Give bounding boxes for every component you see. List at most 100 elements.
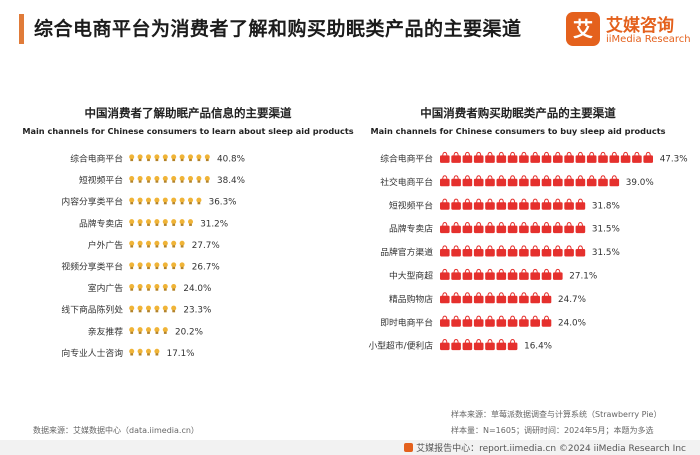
shopping-bag-icon-body — [519, 319, 529, 327]
shopping-bag-icon-body — [586, 178, 597, 187]
shopping-bag-icon-handle — [442, 151, 448, 157]
lightbulb-icon-base — [189, 180, 192, 183]
lightbulb-icon — [145, 262, 152, 270]
shopping-bag-icon-handle — [487, 292, 493, 297]
shopping-bag-icon — [462, 151, 473, 163]
shopping-bag-icon-handle — [442, 339, 448, 344]
shopping-bag-icon-body — [564, 225, 574, 234]
bar-row: 精品购物店 24.7% — [389, 292, 586, 305]
shopping-bag-icon-handle — [611, 151, 617, 157]
lightbulb-icon-glass — [171, 305, 177, 311]
shopping-bag-icon-handle — [464, 175, 471, 180]
shopping-bag-icon-body — [507, 319, 518, 327]
shopping-bag-icon-handle — [498, 222, 504, 227]
lightbulb-icon-glass — [137, 154, 143, 160]
lightbulb-icon — [137, 283, 143, 291]
lightbulb-icon-base — [138, 331, 142, 334]
bar — [129, 283, 177, 291]
bar-row: 短视频平台 38.4% — [79, 174, 245, 186]
shopping-bag-icon-handle — [521, 222, 527, 227]
shopping-bag-icon — [541, 198, 552, 210]
shopping-bag-icon-handle — [566, 245, 572, 251]
shopping-bag-icon-handle — [476, 268, 482, 274]
shopping-bag-icon-body — [564, 178, 574, 187]
sample-source-note: 样本来源：草莓派数据调查与计算系统（Strawberry Pie） — [451, 410, 662, 419]
lightbulb-icon-base — [155, 202, 159, 205]
shopping-bag-icon-handle — [589, 151, 595, 157]
shopping-bag-icon — [451, 268, 461, 280]
lightbulb-icon — [129, 348, 135, 356]
shopping-bag-icon-handle — [600, 175, 606, 180]
shopping-bag-icon-body — [451, 249, 461, 257]
shopping-bag-icon-handle — [442, 222, 448, 227]
lightbulb-icon-glass — [162, 283, 168, 290]
shopping-bag-icon-body — [440, 225, 450, 234]
value-label: 24.7% — [558, 295, 586, 305]
shopping-bag-icon-handle — [487, 339, 493, 344]
shopping-bag-icon-handle — [543, 151, 550, 157]
lightbulb-icon-glass — [187, 175, 194, 182]
lightbulb-icon-base — [130, 331, 134, 334]
lightbulb-icon — [154, 219, 160, 226]
lightbulb-icon-glass — [129, 219, 135, 225]
lightbulb-icon — [137, 262, 143, 270]
lightbulb-icon — [129, 197, 135, 205]
shopping-bag-icon-body — [473, 225, 484, 234]
lightbulb-icon-base — [130, 180, 134, 183]
shopping-bag-icon — [485, 151, 495, 163]
shopping-bag-icon-handle — [543, 245, 550, 251]
shopping-bag-icon-handle — [487, 175, 493, 180]
shopping-bag-icon-body — [530, 178, 540, 187]
lightbulb-icon-base — [147, 331, 150, 334]
shopping-bag-icon — [507, 268, 518, 280]
lightbulb-icon — [129, 305, 135, 313]
shopping-bag-icon — [496, 339, 507, 351]
lightbulb-icon — [162, 197, 168, 205]
lightbulb-icon-glass — [129, 240, 135, 246]
shopping-bag-icon-body — [473, 178, 484, 187]
shopping-bag-icon — [485, 245, 495, 257]
shopping-bag-icon-body — [564, 155, 574, 163]
shopping-bag-icon-body — [507, 155, 518, 163]
lightbulb-icon-base — [172, 180, 176, 183]
shopping-bag-icon — [519, 245, 529, 257]
value-label: 17.1% — [167, 349, 195, 359]
lightbulb-icon-glass — [187, 219, 194, 225]
shopping-bag-icon-body — [451, 155, 461, 163]
lightbulb-icon — [187, 197, 194, 205]
shopping-bag-icon — [541, 315, 552, 327]
shopping-bag-icon-handle — [532, 315, 538, 321]
shopping-bag-icon-handle — [453, 245, 459, 251]
category-label: 亲友推荐 — [88, 325, 123, 337]
lightbulb-icon-base — [163, 180, 167, 183]
bar — [440, 245, 586, 257]
lightbulb-icon-glass — [162, 262, 168, 268]
shopping-bag-icon-body — [598, 178, 608, 187]
shopping-bag-icon-body — [575, 178, 586, 187]
shopping-bag-icon-body — [485, 202, 495, 210]
category-label: 品牌官方渠道 — [380, 246, 433, 258]
lightbulb-icon-glass — [129, 305, 135, 311]
bar-row: 中大型商超 27.1% — [389, 268, 597, 282]
category-label: 综合电商平台 — [380, 153, 433, 165]
shopping-bag-icon-handle — [453, 339, 459, 344]
shopping-bag-icon — [485, 315, 495, 327]
lightbulb-icon-glass — [171, 175, 177, 182]
header: 综合电商平台为消费者了解和购买助眠类产品的主要渠道 艾 艾媒咨询 iiMedia… — [0, 0, 700, 62]
lightbulb-icon-glass — [145, 154, 152, 160]
lightbulb-icon — [179, 154, 185, 162]
lightbulb-icon-base — [163, 331, 167, 334]
shopping-bag-icon — [586, 151, 597, 163]
lightbulb-icon-glass — [154, 283, 160, 290]
shopping-bag-icon-handle — [555, 175, 561, 180]
lightbulb-icon-glass — [137, 175, 143, 182]
shopping-bag-icon-handle — [521, 198, 527, 204]
shopping-bag-icon-body — [575, 155, 586, 163]
lightbulb-icon-glass — [171, 283, 177, 290]
shopping-bag-icon-handle — [566, 222, 572, 227]
chart-subtitle: Main channels for Chinese consumers to b… — [371, 126, 666, 136]
lightbulb-icon — [179, 175, 185, 183]
shopping-bag-icon — [507, 151, 518, 163]
category-label: 短视频平台 — [79, 174, 123, 186]
lightbulb-icon-glass — [145, 240, 152, 246]
